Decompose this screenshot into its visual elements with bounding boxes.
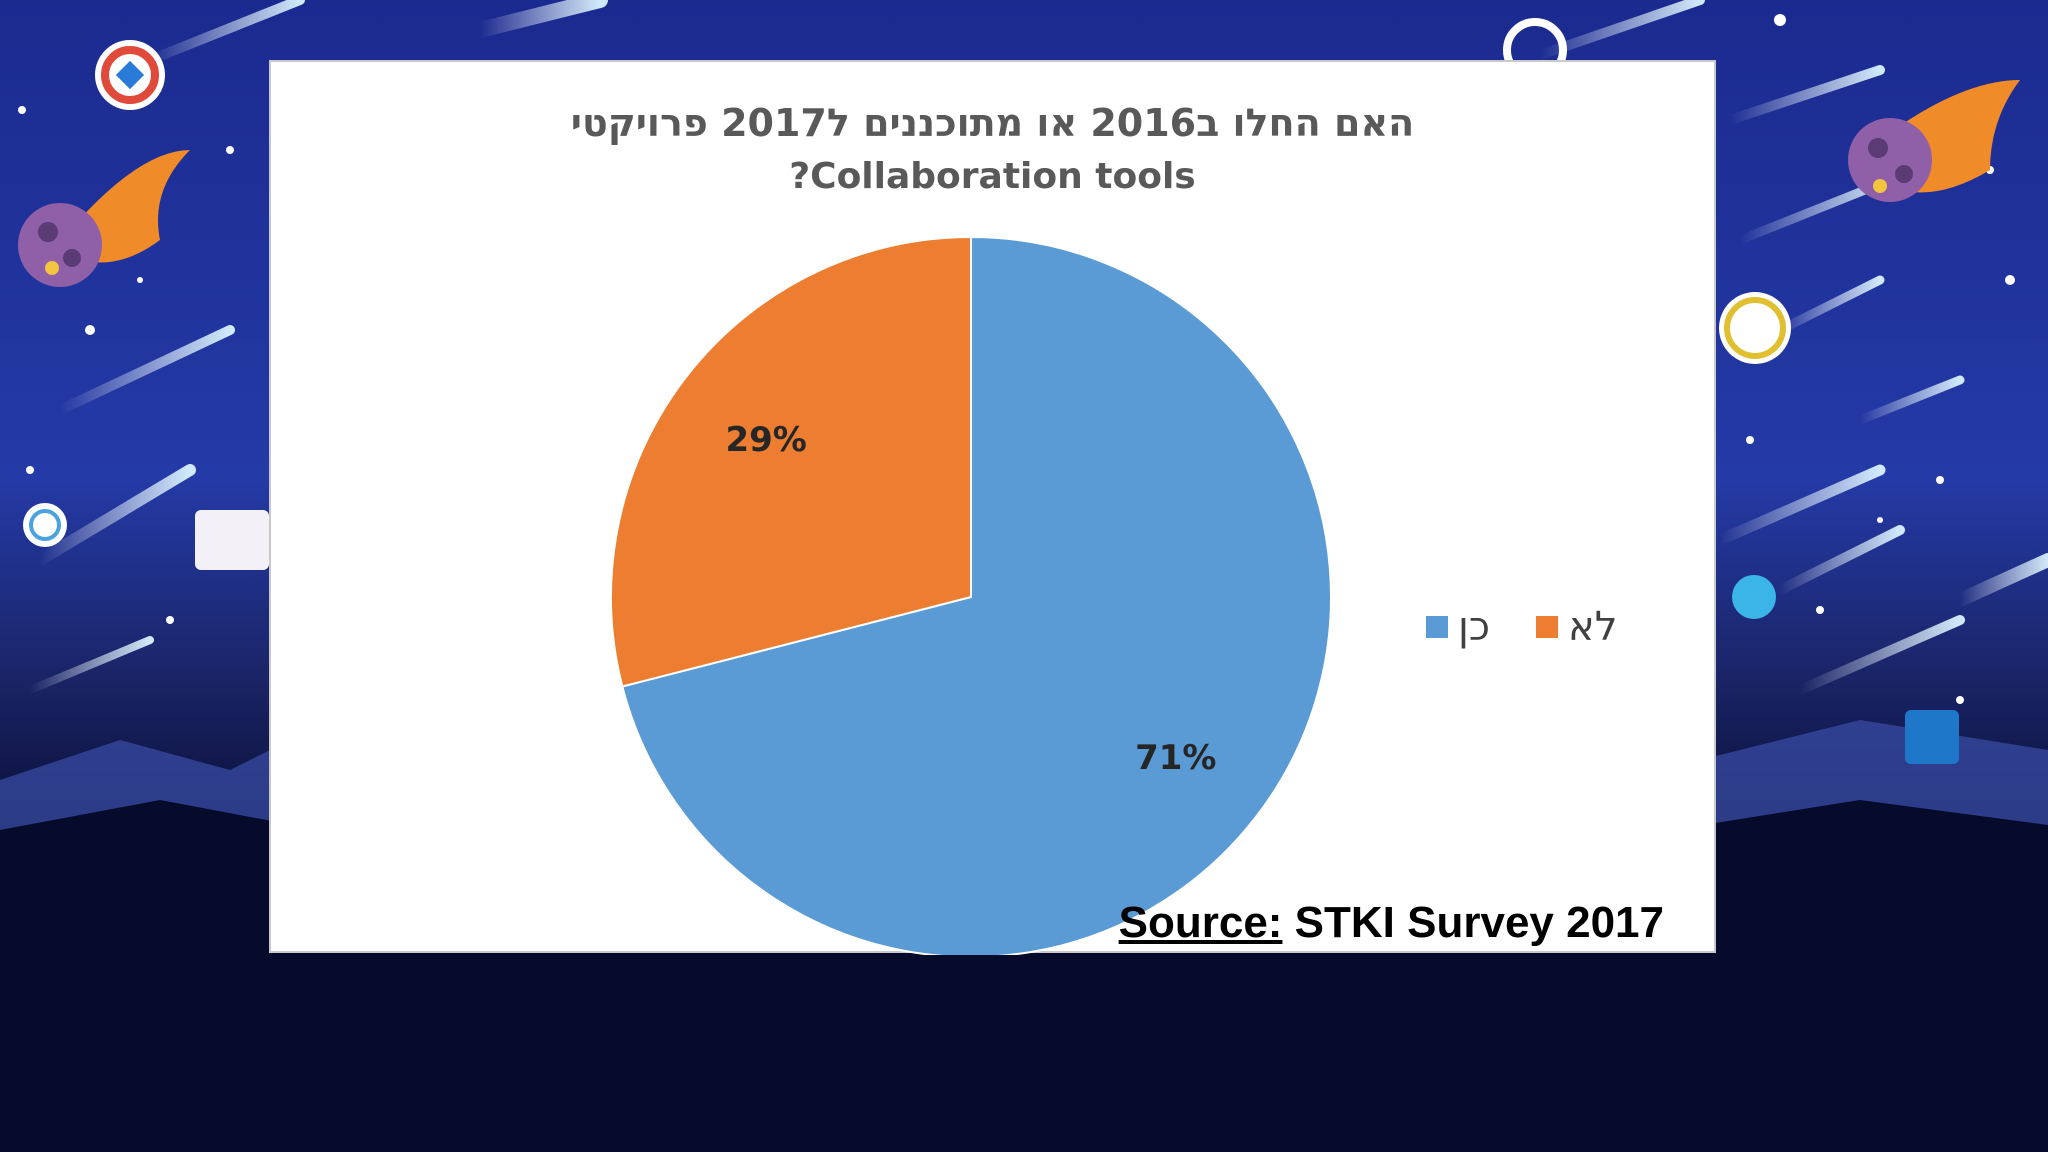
chart-panel: האם החלו ב2016 או מתוכננים ל2017 פרויקטי…: [269, 60, 1716, 955]
pie-data-label-1: 29%: [725, 420, 806, 460]
chart-title: האם החלו ב2016 או מתוכננים ל2017 פרויקטי: [570, 101, 1415, 145]
legend-item-no: לא: [1536, 602, 1617, 652]
chart-subtitle: ?Collaboration tools: [789, 156, 1196, 197]
pie-slice-1: [610, 235, 972, 688]
asteroid-left: [18, 150, 190, 287]
pie-slice-0: [621, 235, 1332, 955]
legend-label-yes: כן: [1458, 604, 1491, 650]
legend-item-yes: כן: [1426, 602, 1490, 652]
source-prefix: Source:: [1118, 898, 1283, 947]
source-text: STKI Survey 2017: [1282, 898, 1664, 947]
legend-label-no: לא: [1568, 604, 1618, 650]
legend-swatch-yes: [1426, 616, 1448, 638]
pie-data-label-0: 71%: [1135, 738, 1216, 778]
meteor-streaks: [26, 0, 2048, 695]
app-logo-icons: [23, 18, 1959, 764]
legend-swatch-no: [1536, 616, 1558, 638]
asteroid-right: [1848, 80, 2020, 202]
pie-chart: 71% 29%: [610, 235, 1332, 955]
source-note: Source: STKI Survey 2017: [1119, 898, 1664, 948]
